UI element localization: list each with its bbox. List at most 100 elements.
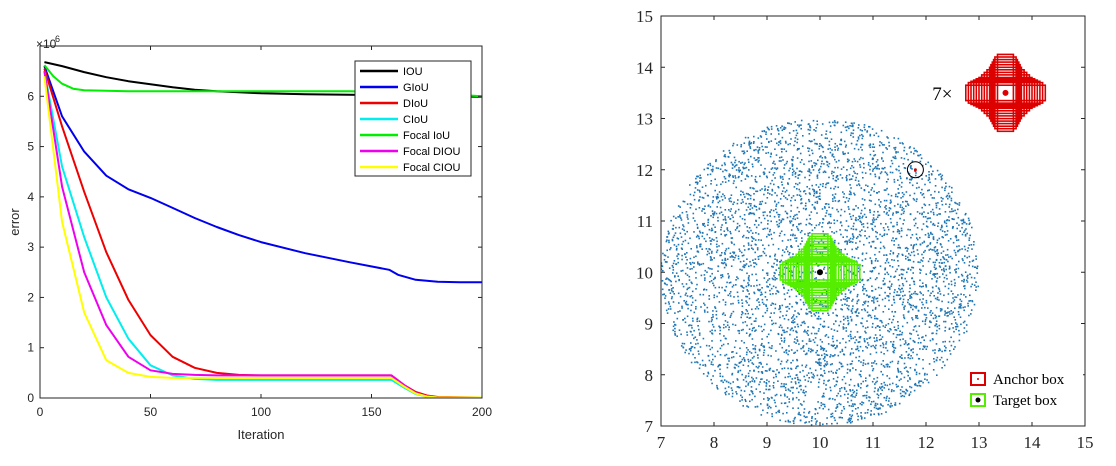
scatter-point [724,181,727,183]
scatter-point [765,304,767,306]
scatter-point [870,223,872,225]
scatter-point [801,237,803,239]
scatter-point [699,174,701,177]
scatter-point [694,357,696,359]
scatter-point [780,402,783,405]
scatter-point [777,129,780,132]
scatter-point [936,296,939,299]
scatter-point [805,421,807,423]
scatter-point [768,405,771,408]
scatter-point [797,407,800,409]
scatter-point [853,222,855,225]
scatter-point [887,137,889,139]
scatter-point [786,246,788,248]
scatter-point [742,152,745,155]
highlight-circle [906,161,924,179]
scatter-point [804,205,807,207]
scatter-point [672,262,675,265]
scatter-point [913,254,916,257]
scatter-point [725,248,728,250]
scatter-point [857,384,859,386]
scatter-point [799,299,802,301]
scatter-point [737,208,740,211]
scatter-point [826,361,828,363]
scatter-point [749,197,752,200]
scatter-point [780,181,783,183]
scatter-point [674,334,677,336]
scatter-point [787,289,790,292]
scatter-point [716,246,718,248]
scatter-point [852,352,855,354]
scatter-point [792,392,794,394]
scatter-point [677,292,680,295]
scatter-point [871,365,873,367]
scatter-point [958,260,960,263]
scatter-point [839,221,842,224]
scatter-point [757,354,759,357]
scatter-point [755,209,758,211]
scatter-point [850,418,852,420]
scatter-point [963,285,965,288]
scatter-point [885,208,887,210]
scatter-point [751,247,753,249]
scatter-point [808,160,810,163]
scatter-point [767,407,769,409]
scatter-point [816,344,819,347]
scatter-point [664,295,667,297]
scatter-point [759,391,761,393]
scatter-point [920,269,922,272]
scatter-point [902,338,904,340]
scatter-point [814,130,817,132]
scatter-point [785,142,787,144]
scatter-point [801,364,803,367]
scatter-point [945,258,948,261]
scatter-point [673,321,675,323]
scatter-point [719,326,722,329]
scatter-point [907,301,909,304]
scatter-point [836,288,838,290]
y-tick-label: 7 [645,417,654,436]
scatter-point [800,388,802,391]
scatter-point [907,158,909,161]
scatter-point [707,163,709,166]
scatter-point [751,357,754,359]
scatter-point [869,270,872,273]
scatter-point [780,160,782,162]
scatter-point [730,208,732,210]
scatter-point [741,286,744,288]
scatter-point [893,390,895,392]
scatter-point [767,151,770,154]
scatter-point [808,214,811,217]
scatter-point [847,323,850,326]
scatter-point [691,297,694,299]
scatter-point [905,388,907,391]
scatter-point [899,204,902,206]
scatter-point [893,291,896,294]
scatter-point [723,379,726,381]
scatter-point [904,255,907,258]
scatter-point [783,293,786,295]
scatter-point [721,344,723,347]
scatter-point [812,169,815,171]
scatter-point [786,405,789,408]
scatter-point [747,206,750,208]
scatter-point [806,416,808,418]
scatter-point [961,248,963,250]
scatter-point [925,299,928,302]
scatter-point [882,360,884,362]
scatter-point [814,332,816,335]
scatter-point [901,268,904,271]
scatter-point [666,261,668,263]
scatter-point [792,407,794,409]
scatter-point [829,363,832,366]
scatter-point [910,386,913,389]
scatter-point [808,171,811,173]
scatter-point [715,167,718,169]
scatter-point [771,397,773,399]
scatter-point [721,164,723,167]
scatter-point [955,328,957,331]
scatter-point [903,391,905,393]
scatter-point [680,247,683,249]
scatter-point [950,290,953,292]
